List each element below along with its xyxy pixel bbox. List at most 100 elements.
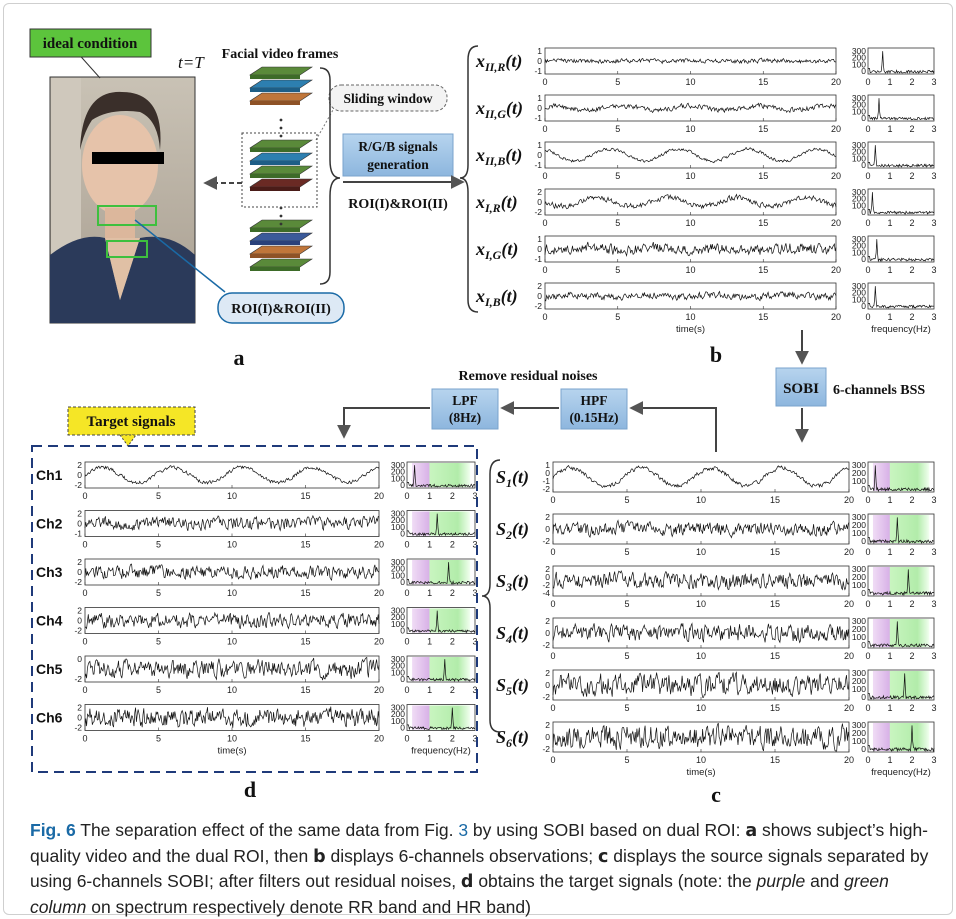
spectrum-y-tick: 300: [391, 557, 405, 567]
caption-fig-ref[interactable]: 3: [458, 820, 469, 840]
hpf-box: HPF (0.15Hz): [560, 388, 628, 430]
hr-band: [429, 608, 471, 633]
figure-frame: [3, 3, 953, 915]
freq-tick-label: 1: [427, 588, 432, 598]
x-tick-label: 20: [844, 651, 854, 661]
hr-band: [429, 511, 471, 536]
x-tick-label: 15: [300, 685, 310, 695]
frames-brace: [319, 67, 341, 285]
spectrum-axes: [867, 188, 935, 216]
roi-text: ROI(I)&ROI(II): [348, 197, 448, 212]
time-axis-label: time(s): [217, 746, 246, 757]
y-tick-label: 0: [77, 470, 82, 480]
caption-text-4: displays 6-channels observations;: [325, 845, 599, 866]
spectrum-axes: [867, 282, 935, 310]
freq-tick-label: 1: [887, 703, 892, 713]
spectrum-y-tick: 200: [852, 288, 866, 298]
x-tick-label: 20: [844, 495, 854, 505]
x-tick-label: 10: [227, 540, 237, 550]
spectrum-axes: [867, 47, 935, 75]
freq-tick-label: 1: [887, 218, 892, 228]
y-tick-label: 2: [77, 703, 82, 713]
frame-top-1-edge: [250, 88, 300, 92]
x-tick-label: 5: [156, 540, 161, 550]
y-tick-label: -1: [74, 529, 82, 539]
waveform-line: [84, 656, 380, 681]
hr-band: [889, 671, 930, 699]
panel-a-letter: a: [234, 345, 245, 370]
spectrum-y-tick: 200: [391, 709, 405, 719]
freq-tick-label: 0: [865, 651, 870, 661]
facial-frames-title: Facial video frames: [222, 47, 339, 62]
spectrum-line: [407, 465, 476, 488]
time-axes: [544, 188, 837, 216]
caption-text-7: and: [805, 871, 845, 891]
y-tick-label: 0: [545, 732, 550, 742]
freq-tick-label: 2: [909, 547, 914, 557]
spectrum-y-tick: 300: [852, 668, 866, 678]
hr-band: [889, 463, 930, 491]
x-tick-label: 5: [615, 77, 620, 87]
freq-tick-label: 2: [909, 218, 914, 228]
x-tick-label: 5: [624, 703, 629, 713]
y-tick-label: 0: [77, 654, 82, 664]
caption-text-5: displays the source signals separated by…: [30, 845, 929, 892]
rr-band: [412, 608, 431, 633]
freq-tick-label: 3: [472, 540, 477, 550]
y-tick-label: 0: [537, 56, 542, 66]
y-tick-label: 0: [77, 616, 82, 626]
time-axes: [84, 704, 380, 731]
x-tick-label: 5: [615, 171, 620, 181]
caption-text-2: by using SOBI based on dual ROI:: [468, 820, 746, 840]
y-tick-label: 2: [545, 512, 550, 522]
caption-a: a: [745, 821, 758, 841]
waveform-line: [84, 563, 380, 581]
freq-tick-label: 0: [865, 599, 870, 609]
spectrum-y-tick: 300: [852, 512, 866, 522]
spectrum-y-tick: 200: [852, 147, 866, 157]
waveform-line: [552, 519, 850, 539]
spectrum-y-tick: 200: [391, 564, 405, 574]
spectrum-y-tick: 0: [400, 626, 405, 636]
spectrum-y-tick: 0: [861, 207, 866, 217]
spectrum-axes: [867, 235, 935, 263]
freq-tick-label: 1: [427, 685, 432, 695]
frame-ellipsis-dot: [279, 134, 283, 138]
freq-tick-label: 0: [865, 547, 870, 557]
x-tick-label: 15: [300, 491, 310, 501]
waveform-line: [552, 722, 850, 752]
freq-tick-label: 0: [404, 540, 409, 550]
freq-tick-label: 2: [909, 703, 914, 713]
caption-text-1: The separation effect of the same data f…: [75, 820, 459, 840]
x-tick-label: 15: [770, 495, 780, 505]
freq-tick-label: 2: [450, 637, 455, 647]
frame-top-0-edge: [250, 75, 300, 79]
hr-band: [889, 723, 930, 751]
freq-tick-label: 2: [450, 588, 455, 598]
x-tick-label: 5: [156, 734, 161, 744]
time-axes: [552, 565, 850, 597]
spectrum-y-tick: 200: [852, 676, 866, 686]
freq-tick-label: 3: [931, 547, 936, 557]
x-tick-label: 20: [844, 703, 854, 713]
spectrum-y-tick: 200: [852, 728, 866, 738]
caption-b: b: [313, 846, 326, 867]
freq-tick-label: 1: [427, 540, 432, 550]
waveform-line: [552, 570, 850, 591]
panel-b-brace: [459, 45, 479, 313]
x-tick-label: 20: [374, 588, 384, 598]
spectrum-y-tick: 200: [852, 520, 866, 530]
to-hpf-arrow: [629, 401, 717, 452]
waveform-line: [84, 611, 380, 630]
y-tick-label: -2: [74, 480, 82, 490]
channel-label: Ch4: [36, 613, 63, 629]
freq-tick-label: 1: [887, 599, 892, 609]
frame-top-2: [249, 92, 313, 102]
